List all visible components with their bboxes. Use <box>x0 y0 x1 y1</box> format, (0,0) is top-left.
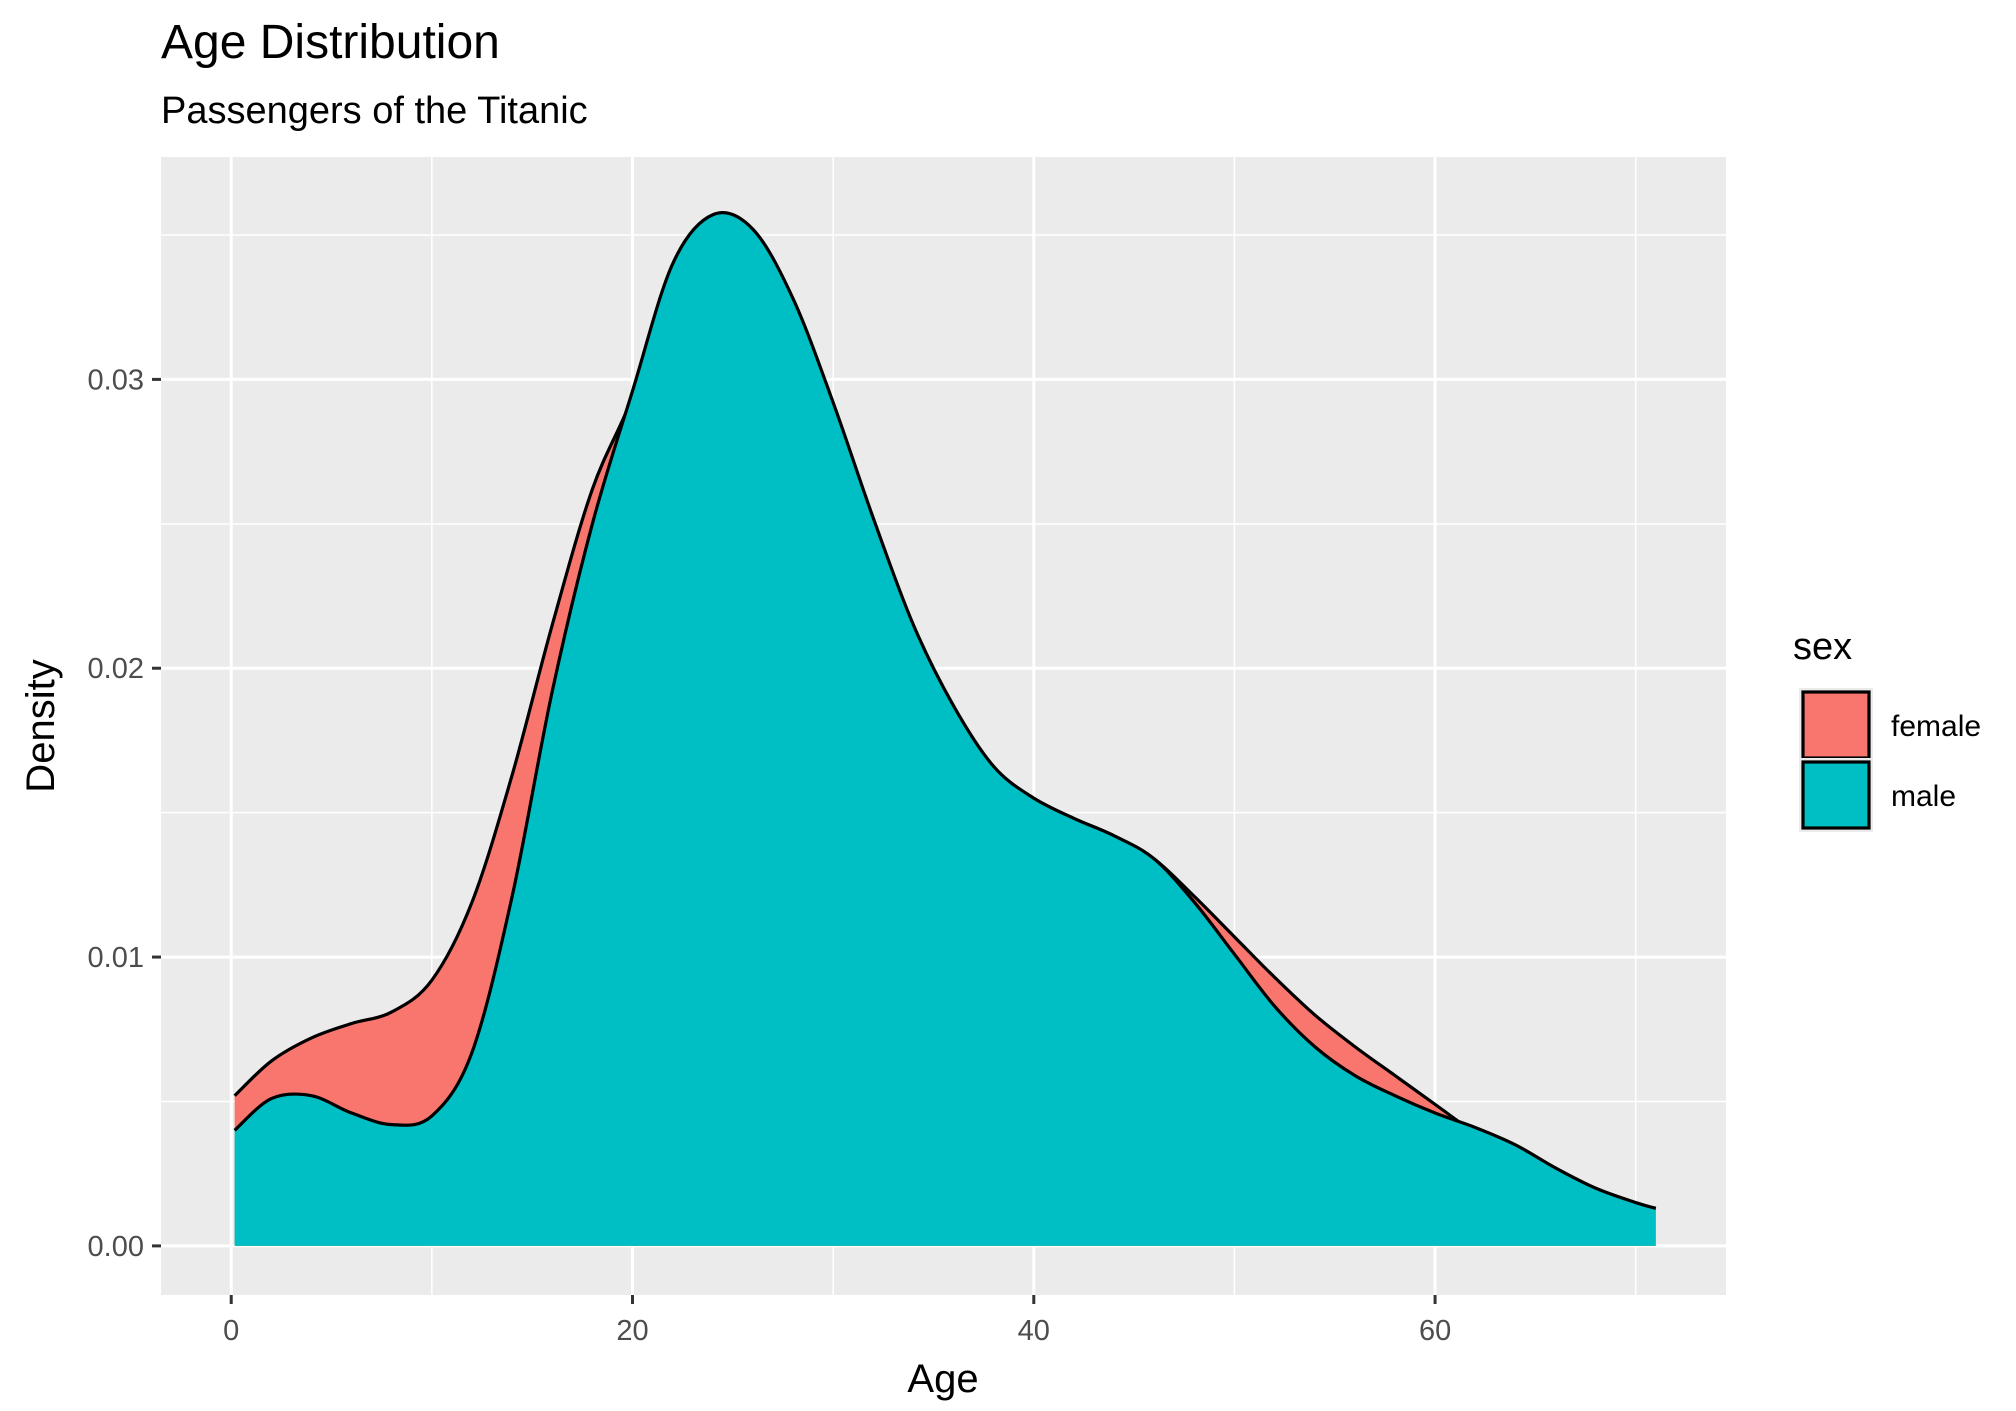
chart-title: Age Distribution <box>161 16 500 69</box>
x-axis-title: Age <box>907 1357 978 1401</box>
x-tick-label: 60 <box>1419 1315 1451 1347</box>
y-tick-label: 0.00 <box>88 1231 144 1263</box>
x-tick-label: 20 <box>616 1315 648 1347</box>
legend: sex female male <box>1793 626 1981 832</box>
x-axis: 0 20 40 60 <box>223 1295 1451 1347</box>
legend-label-female: female <box>1891 710 1981 743</box>
chart-subtitle: Passengers of the Titanic <box>161 90 588 132</box>
density-areas <box>233 211 1657 1246</box>
legend-key-female <box>1801 690 1871 760</box>
y-tick-label: 0.02 <box>88 653 144 685</box>
density-fill-male <box>234 212 1656 1246</box>
y-axis: 0.00 0.01 0.02 0.03 <box>88 364 161 1263</box>
y-tick-label: 0.01 <box>88 942 144 974</box>
legend-key-male <box>1801 760 1871 830</box>
legend-title: sex <box>1793 626 1852 668</box>
legend-label-male: male <box>1891 780 1956 813</box>
density-line-male <box>233 211 1657 1210</box>
y-axis-title: Density <box>19 659 63 792</box>
density-series-male <box>233 211 1657 1246</box>
x-tick-label: 0 <box>223 1315 239 1347</box>
y-tick-label: 0.03 <box>88 364 144 396</box>
x-tick-label: 40 <box>1018 1315 1050 1347</box>
